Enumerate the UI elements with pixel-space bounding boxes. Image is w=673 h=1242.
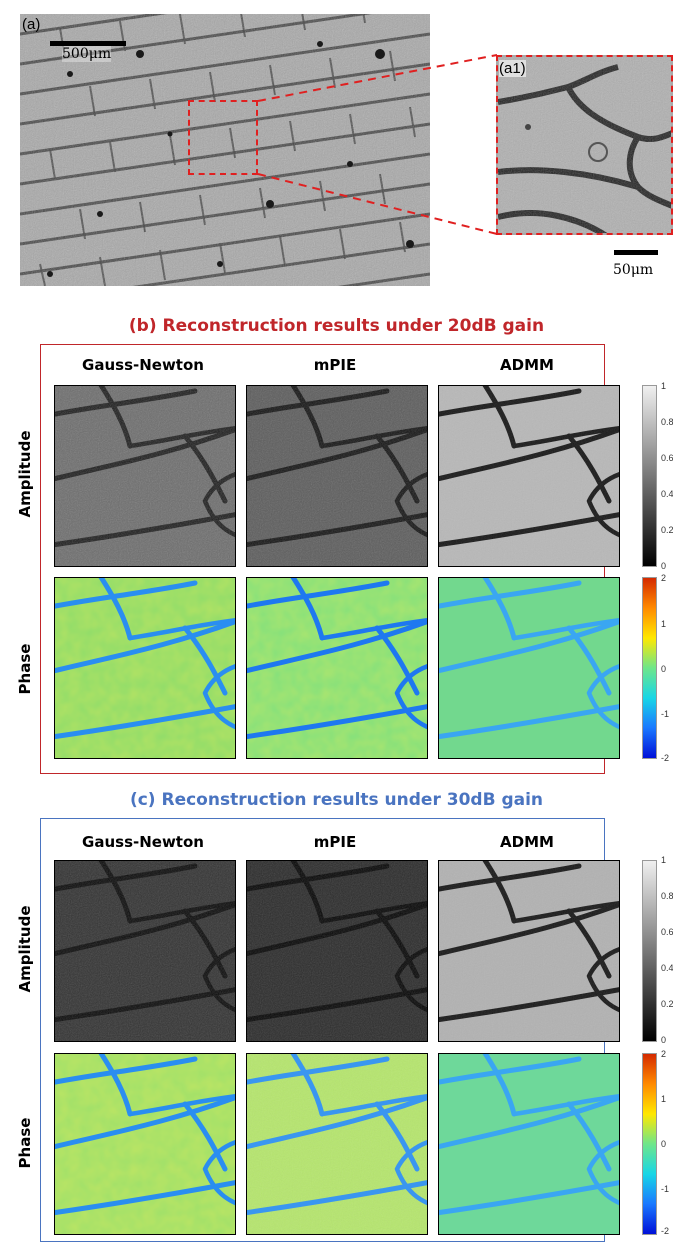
scale-bar-a1: [614, 250, 658, 255]
b-phase-colorbar: [642, 577, 657, 759]
c-amplitude-admm: [438, 860, 620, 1042]
b-phase-admm: [438, 577, 620, 759]
c-amp-tick: 0.6: [661, 927, 673, 937]
c-amplitude-gauss-newton: [54, 860, 236, 1042]
b-amplitude-colorbar: [642, 385, 657, 567]
b-phase-gauss-newton: [54, 577, 236, 759]
c-amp-tick: 0.8: [661, 891, 673, 901]
column-header-mpie: mPIE: [313, 833, 357, 851]
column-header-gauss-newton: Gauss-Newton: [82, 833, 204, 851]
c-phase-tick: 2: [661, 1049, 667, 1059]
micrograph-a: [20, 14, 430, 286]
b-amplitude-admm: [438, 385, 620, 567]
b-phase-mpie: [246, 577, 428, 759]
b-amp-tick: 0.8: [661, 417, 673, 427]
b-phase-tick: 0: [661, 664, 667, 674]
zoom-selection-box: [188, 100, 258, 175]
scale-label-a: 500μm: [62, 46, 112, 62]
b-amplitude-gauss-newton: [54, 385, 236, 567]
row-header-phase: Phase: [16, 643, 34, 695]
c-phase-admm: [438, 1053, 620, 1235]
zoom-connector-lines: [257, 54, 498, 235]
scale-label-a1: 50μm: [613, 262, 654, 278]
c-amp-tick: 1: [661, 855, 667, 865]
b-amp-tick: 0.6: [661, 453, 673, 463]
b-amp-tick: 0: [661, 561, 667, 571]
c-amplitude-colorbar: [642, 860, 657, 1042]
c-amp-tick: 0: [661, 1035, 667, 1045]
c-phase-tick: 0: [661, 1139, 667, 1149]
panel-label-a: (a): [22, 16, 41, 33]
c-amp-tick: 0.4: [661, 963, 673, 973]
column-header-gauss-newton: Gauss-Newton: [82, 356, 204, 374]
scale-bar-a: [50, 41, 126, 46]
b-amp-tick: 1: [661, 381, 667, 391]
b-phase-tick: 1: [661, 619, 667, 629]
column-header-mpie: mPIE: [313, 356, 357, 374]
c-phase-tick: -2: [661, 1226, 670, 1236]
column-header-admm: ADMM: [500, 833, 554, 851]
c-phase-tick: 1: [661, 1094, 667, 1104]
c-phase-colorbar: [642, 1053, 657, 1235]
micrograph-a1: [496, 55, 673, 235]
c-phase-gauss-newton: [54, 1053, 236, 1235]
section-c-title: (c) Reconstruction results under 30dB ga…: [129, 790, 544, 810]
b-phase-tick: -1: [661, 709, 670, 719]
c-phase-tick: -1: [661, 1184, 670, 1194]
b-amp-tick: 0.2: [661, 525, 673, 535]
c-phase-mpie: [246, 1053, 428, 1235]
b-phase-tick: -2: [661, 753, 670, 763]
row-header-amplitude: Amplitude: [16, 430, 34, 518]
b-amplitude-mpie: [246, 385, 428, 567]
column-header-admm: ADMM: [500, 356, 554, 374]
c-amplitude-mpie: [246, 860, 428, 1042]
b-phase-tick: 2: [661, 573, 667, 583]
section-b-title: (b) Reconstruction results under 20dB ga…: [128, 316, 545, 336]
panel-label-a1: (a1): [499, 60, 526, 77]
b-amp-tick: 0.4: [661, 489, 673, 499]
c-amp-tick: 0.2: [661, 999, 673, 1009]
row-header-amplitude: Amplitude: [16, 905, 34, 993]
row-header-phase: Phase: [16, 1117, 34, 1169]
